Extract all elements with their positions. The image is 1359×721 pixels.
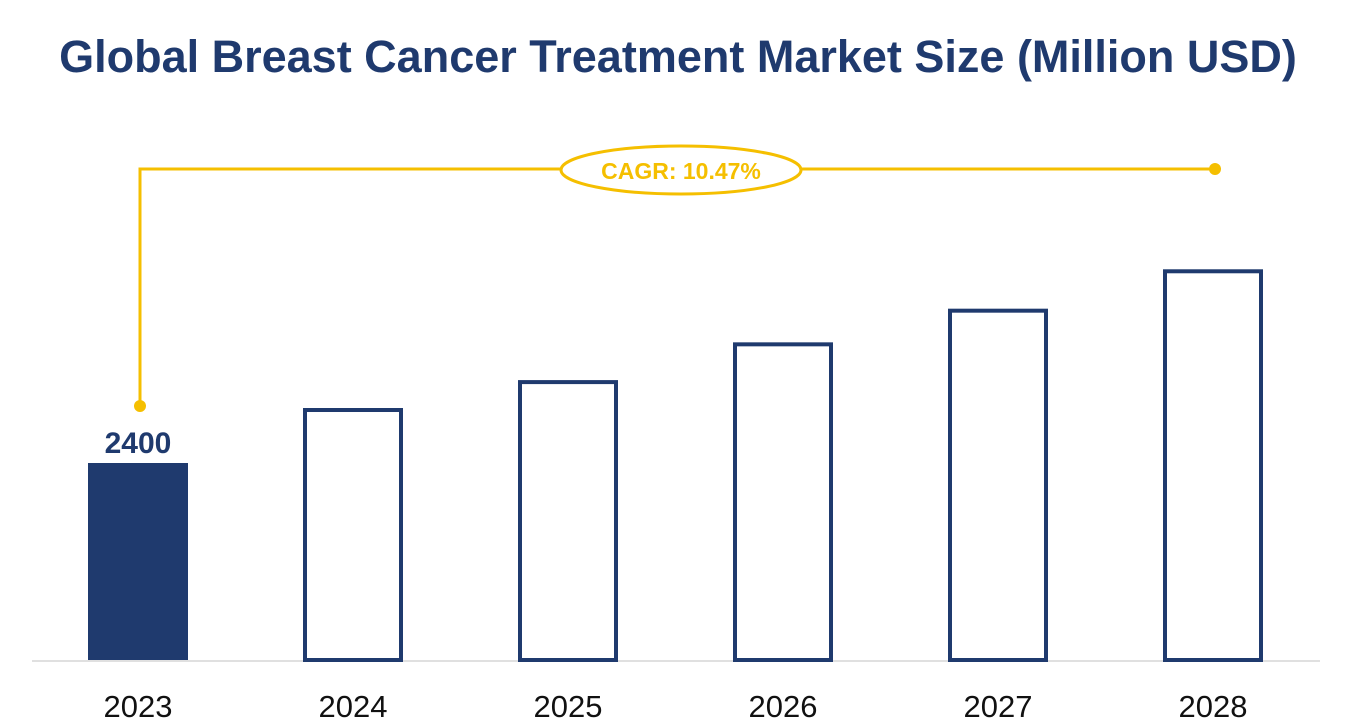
bar-2023 <box>88 463 188 660</box>
bar-2024 <box>303 408 403 663</box>
cagr-end-dot <box>1209 163 1221 175</box>
cagr-ellipse <box>559 144 803 196</box>
x-tick-label: 2025 <box>534 689 603 721</box>
x-tick-label: 2023 <box>104 689 173 721</box>
x-tick-label: 2024 <box>319 689 388 721</box>
x-tick-label: 2028 <box>1179 689 1248 721</box>
cagr-label: CAGR: 10.47% <box>601 158 761 184</box>
bar-2026 <box>733 342 833 662</box>
chart-title: Global Breast Cancer Treatment Market Si… <box>59 31 1297 82</box>
x-tick-label: 2027 <box>964 689 1033 721</box>
bar-2027 <box>948 308 1048 662</box>
x-tick-label: 2026 <box>749 689 818 721</box>
cagr-annotation: CAGR: 10.47% <box>134 144 1221 412</box>
bar-2025 <box>518 380 618 662</box>
cagr-connector-line <box>138 167 1215 406</box>
cagr-start-dot <box>134 400 146 412</box>
data-label: 2400 <box>105 427 172 460</box>
bar-2028 <box>1163 269 1263 662</box>
